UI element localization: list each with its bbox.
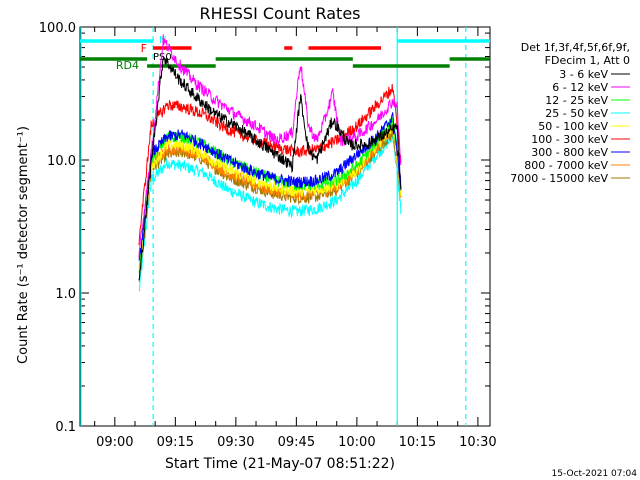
x-tick-label: 10:30	[459, 435, 496, 450]
series-line	[138, 121, 402, 269]
y-tick-label: 0.1	[55, 420, 76, 435]
legend-header: Det 1f,3f,4f,5f,6f,9f,	[521, 41, 630, 54]
state-bar-label: F	[141, 42, 147, 55]
legend-entry-label: 25 - 50 keV	[545, 107, 608, 120]
legend-entry-label: 50 - 100 keV	[538, 120, 608, 133]
series-line	[138, 34, 402, 258]
footer-timestamp: 15-Oct-2021 07:04	[552, 469, 638, 479]
x-axis-label: Start Time (21-May-07 08:51:22)	[165, 456, 395, 472]
data-series	[138, 34, 402, 292]
chart-title: RHESSI Count Rates	[200, 4, 361, 23]
x-tick-label: 10:15	[399, 435, 436, 450]
plot-frame	[79, 26, 491, 427]
legend-entry-label: 7000 - 15000 keV	[510, 172, 608, 185]
series-line	[138, 83, 402, 246]
legend-entry-label: 12 - 25 keV	[545, 94, 608, 107]
legend-header: FDecim 1, Att 0	[545, 54, 630, 67]
x-axis: 09:00 09:15 09:30 09:45 10:00 10:15 10:30	[94, 27, 497, 450]
series-line	[138, 112, 402, 261]
y-tick-label: 100.0	[39, 21, 76, 36]
legend-entry-label: 300 - 800 keV	[531, 146, 608, 159]
y-axis-label: Count Rate (s⁻¹ detector segment⁻¹)	[16, 126, 31, 364]
legend-entry-label: 800 - 7000 keV	[524, 159, 608, 172]
series-line	[138, 134, 402, 292]
y-axis: 0.1 1.0 10.0 100.0	[39, 21, 490, 435]
state-bar-label: RD4	[116, 59, 139, 72]
legend-entry-label: 3 - 6 keV	[559, 68, 608, 81]
legend-entry-label: 100 - 300 keV	[531, 133, 608, 146]
x-tick-label: 10:00	[338, 435, 375, 450]
state-bar-label: PS0	[153, 52, 172, 63]
legend-entry-label: 6 - 12 keV	[552, 81, 608, 94]
series-line	[138, 55, 402, 281]
x-tick-label: 09:00	[96, 435, 133, 450]
x-tick-label: 09:15	[157, 435, 194, 450]
y-tick-label: 10.0	[47, 154, 76, 169]
legend: Det 1f,3f,4f,5f,6f,9f,FDecim 1, Att 03 -…	[510, 41, 630, 185]
vertical-markers	[80, 27, 467, 426]
x-tick-label: 09:45	[278, 435, 315, 450]
y-tick-label: 1.0	[55, 287, 76, 302]
x-tick-label: 09:30	[217, 435, 254, 450]
